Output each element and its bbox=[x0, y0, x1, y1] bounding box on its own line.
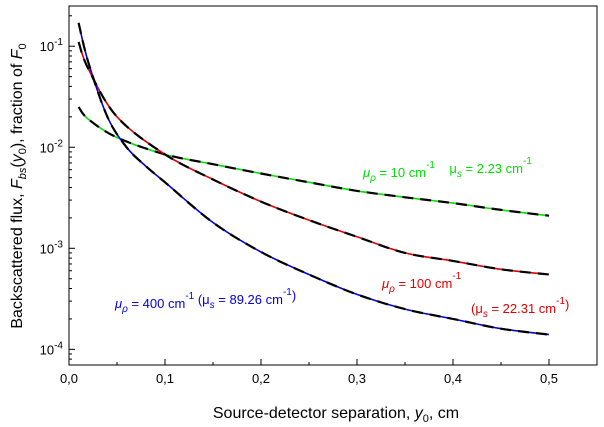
x-tick-label: 0,2 bbox=[252, 371, 270, 386]
x-tick-label: 0,0 bbox=[60, 371, 78, 386]
y-tick-label: 10-3 bbox=[40, 239, 64, 256]
annotation-2: μρ = 100 cm-1 bbox=[381, 271, 462, 295]
y-tick-label: 10-1 bbox=[40, 37, 64, 54]
y-tick-label: 10-2 bbox=[40, 138, 64, 155]
series-line-red bbox=[77, 41, 550, 276]
x-axis-title: Source-detector separation, y0, cm bbox=[213, 405, 459, 425]
series-line-blue bbox=[77, 22, 550, 336]
x-tick-label: 0,3 bbox=[348, 371, 366, 386]
annotation-4: μρ = 400 cm-1 (μs = 89.26 cm-1) bbox=[114, 287, 296, 315]
annotation-3: (μs = 22.31 cm-1) bbox=[471, 296, 569, 320]
axis-ticks: 0,0 0,1 0,2 0,3 0,4 0,5 10-4 10-3 10-2 10-1 bbox=[40, 15, 598, 386]
y-tick-label: 10-4 bbox=[40, 340, 64, 357]
series-dashed-green bbox=[77, 106, 550, 217]
y-axis-title: Backscattered flux, Fbs(y0), fraction of… bbox=[9, 43, 29, 328]
x-tick-label: 0,4 bbox=[444, 371, 462, 386]
series-dashed-red bbox=[77, 41, 550, 276]
annotations: μρ = 10 cm-1 μs = 2.23 cm-1 μρ = 100 cm-1… bbox=[114, 156, 569, 320]
x-tick-label: 0,1 bbox=[156, 371, 174, 386]
x-tick-label: 0,5 bbox=[540, 371, 558, 386]
plot-frame bbox=[68, 5, 598, 366]
series-group bbox=[77, 22, 550, 336]
annotation-1: μρ = 10 cm-1 μs = 2.23 cm-1 bbox=[362, 156, 532, 184]
series-dashed-blue bbox=[77, 22, 550, 336]
